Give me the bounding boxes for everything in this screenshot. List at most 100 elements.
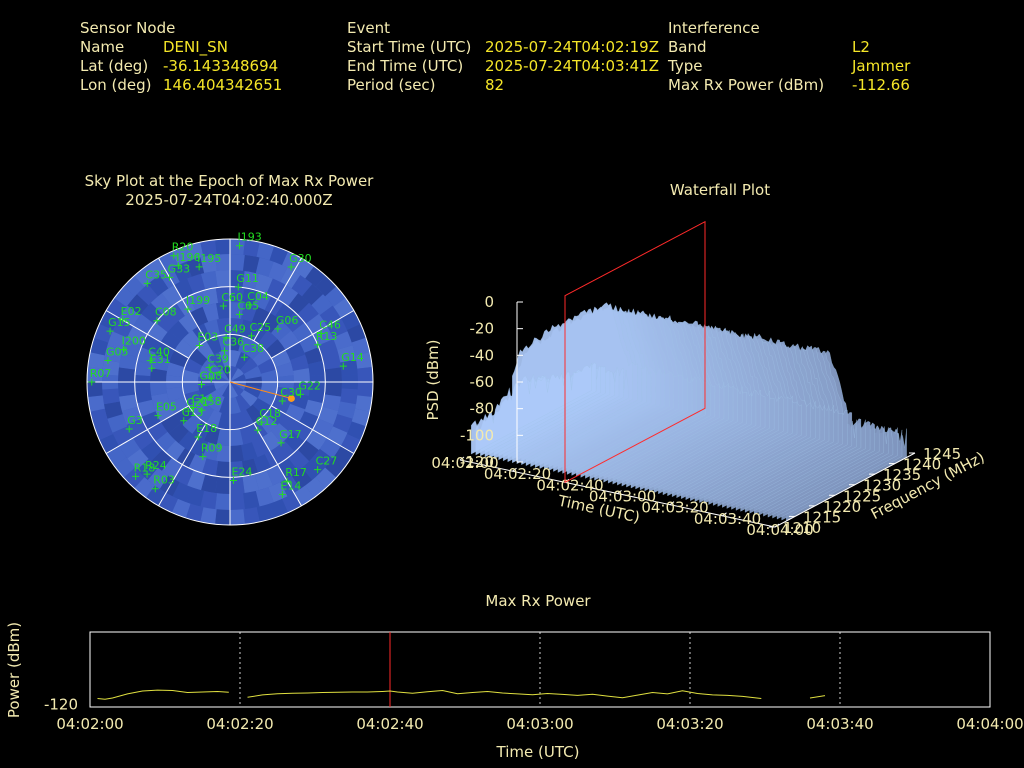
waterfall-time-tick-label: 04:03:20 [641, 499, 708, 517]
satellite-c49: C49 [222, 323, 246, 342]
sky-patch [171, 245, 191, 266]
satellite-marker [106, 327, 114, 335]
satellite-marker [296, 390, 304, 398]
sky-patch [246, 404, 264, 424]
satellite-marker [274, 325, 282, 333]
sky-patch [256, 503, 275, 522]
satellite-g11: G11 [234, 272, 259, 291]
sky-patch [311, 448, 333, 470]
sky-patch [216, 368, 230, 382]
satellite-marker [314, 466, 322, 474]
sky-patch [238, 409, 254, 429]
sky-patch [202, 303, 219, 322]
sky-patch [121, 406, 142, 425]
sky-patch [169, 396, 189, 414]
sky-patch [258, 414, 278, 434]
sky-patch [346, 421, 367, 441]
sky-patch [307, 360, 326, 377]
sky-patch [172, 261, 192, 282]
satellite-label: C18 [259, 407, 281, 420]
sky-patch [357, 367, 373, 382]
satellite-c35: C35 [143, 268, 167, 287]
sensor-row: Lon (deg) 146.404342651 [80, 76, 282, 95]
sky-patch [255, 487, 274, 507]
sky-patch [182, 414, 202, 434]
satellite-label: G06 [276, 314, 299, 327]
satellite-marker [339, 362, 347, 370]
satellite-g33: G33 [166, 262, 190, 281]
satellite-r09: R09 [199, 442, 222, 461]
waterfall-z-tick-label: -80 [470, 400, 495, 418]
satellite-marker [154, 412, 162, 420]
sky-patch [239, 425, 257, 445]
sky-patch [87, 382, 103, 397]
sky-patch [134, 360, 153, 377]
satellite-label: R07 [90, 367, 112, 380]
sky-patch [271, 396, 291, 414]
sky-patch [185, 503, 204, 522]
satellite-c39: C39 [205, 352, 229, 371]
satellite-label: C35 [145, 268, 167, 281]
satellite-label: C04 [247, 290, 269, 303]
event-block: Event Start Time (UTC) 2025-07-24T04:02:1… [347, 19, 659, 95]
sky-patch [182, 382, 200, 395]
satellite-label: G3 [127, 414, 143, 427]
satellite-g17: G17 [277, 428, 302, 447]
satellite-e02: E02 [119, 305, 142, 324]
satellite-label: I196 [176, 251, 200, 264]
satellite-marker [317, 330, 325, 338]
sky-patch [103, 401, 123, 419]
sky-patch [265, 406, 286, 425]
interference-label: Band [668, 38, 707, 56]
sky-patch [291, 275, 313, 297]
sky-patch [307, 387, 326, 404]
sky-patch [215, 509, 230, 525]
max-rx-power-x-tick-label: 04:04:00 [956, 715, 1023, 733]
satellite-marker [88, 378, 96, 386]
sky-patch [241, 442, 258, 461]
sky-patch [325, 367, 342, 382]
max-rx-direction-marker [287, 394, 295, 402]
satellite-label: C60 [221, 291, 243, 304]
waterfall-z-tick-label: -100 [460, 426, 494, 444]
waterfall-freq-tick-label: 1215 [803, 508, 841, 526]
satellite-marker [254, 426, 262, 434]
satellite-c05: C05 [236, 299, 259, 318]
sky-patch [268, 261, 288, 282]
satellite-marker [170, 252, 178, 260]
sky-patch [201, 458, 219, 477]
satellite-marker [104, 356, 112, 364]
sky-patch [299, 411, 320, 430]
sky-patch [318, 406, 339, 425]
waterfall-freq-tick-label: 1220 [823, 498, 861, 516]
sky-patch [147, 275, 169, 297]
sky-patch [154, 342, 175, 361]
sky-patch [188, 398, 208, 416]
sky-patch [257, 390, 277, 406]
sky-patch [112, 426, 134, 446]
sky-patch [304, 346, 324, 365]
satellite-e03: E03 [195, 330, 218, 349]
satellite-c18: C18 [257, 407, 281, 426]
satellite-e05: E05 [154, 401, 177, 420]
sky-patch [301, 458, 324, 481]
satellite-r17: R17 [283, 466, 307, 485]
satellite-r13: R13 [314, 330, 337, 349]
interference-heading: Interference [668, 19, 760, 37]
sky-patch [355, 352, 373, 369]
sky-patch [241, 458, 259, 477]
satellite-label: I193 [238, 232, 262, 244]
sky-patch [187, 273, 206, 294]
satellite-marker [229, 476, 237, 484]
sky-patch [127, 448, 149, 470]
satellite-label: C12 [256, 415, 278, 428]
sky-patch [188, 290, 207, 310]
sky-patch [222, 382, 230, 398]
sky-patch [291, 467, 313, 489]
satellite-label: C40 [148, 346, 170, 359]
sky-patch [186, 257, 205, 277]
sky-patch [293, 368, 310, 382]
sky-patch [322, 394, 342, 411]
interference-block: Interference Band L2 Type Jammer Max Rx Powe… [668, 19, 910, 95]
interference-label: Max Rx Power (dBm) [668, 76, 825, 94]
